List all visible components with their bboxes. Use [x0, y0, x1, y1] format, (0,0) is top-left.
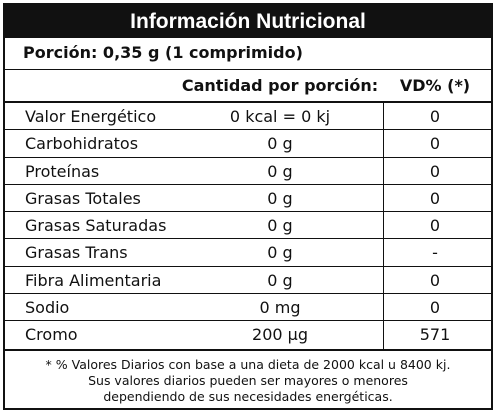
nutrient-daily-value: 0: [429, 216, 441, 236]
nutrient-daily-value: 0: [429, 107, 441, 126]
nutrient-daily-value: 0: [429, 188, 441, 208]
nutrient-amount: 0 g: [267, 270, 293, 290]
nutrient-name: Proteínas: [25, 161, 100, 181]
nutrient-amount: 0 g: [267, 161, 293, 181]
nutrient-name: Carbohidratos: [25, 134, 139, 154]
nutrient-name: Fibra Alimentaria: [25, 270, 162, 290]
nutrient-amount: 0 g: [267, 188, 293, 208]
nutrient-amount: 0 mg: [259, 298, 301, 318]
nutrient-name: Grasas Saturadas: [25, 216, 167, 236]
nutrient-name: Valor Energético: [25, 107, 157, 126]
nutrient-name: Grasas Totales: [25, 188, 141, 208]
column-separator: [383, 103, 384, 349]
divider-header: [5, 101, 491, 103]
nutrient-amount: 0 g: [267, 134, 293, 154]
nutrient-daily-value: 0: [429, 270, 441, 290]
nutrition-facts-panel: Información Nutricional Porción: 0,35 g …: [3, 3, 493, 410]
footnote-line: dependiendo de sus necesidades energétic…: [103, 389, 393, 404]
nutrient-daily-value: -: [432, 243, 438, 263]
nutrient-name: Sodio: [25, 298, 70, 318]
table-row: Fibra Alimentaria 0 g 0: [5, 267, 491, 295]
nutrient-daily-value: 571: [419, 325, 451, 345]
header-quantity: Cantidad por porción:: [181, 76, 379, 95]
table-header: Cantidad por porción: VD% (*): [5, 71, 491, 101]
footnote: * % Valores Diarios con base a una dieta…: [5, 357, 491, 405]
table-row: Valor Energético 0 kcal = 0 kj 0: [5, 103, 491, 131]
table-row: Carbohidratos 0 g 0: [5, 130, 491, 158]
panel-title: Información Nutricional: [5, 5, 491, 38]
nutrient-amount: 0 kcal = 0 kj: [229, 107, 331, 126]
table-row: Sodio 0 mg 0: [5, 294, 491, 322]
nutrient-table: Valor Energético 0 kcal = 0 kj 0 Carbohidra…: [5, 103, 491, 349]
nutrient-amount: 0 g: [267, 243, 293, 263]
table-row: Proteínas 0 g 0: [5, 158, 491, 185]
footnote-line: Sus valores diarios pueden ser mayores o…: [88, 373, 408, 388]
table-row: Cromo 200 µg 571: [5, 321, 491, 348]
divider-footnote: [5, 349, 491, 351]
nutrient-name: Grasas Trans: [25, 243, 128, 263]
nutrient-daily-value: 0: [429, 298, 441, 318]
nutrient-amount: 0 g: [267, 216, 293, 236]
nutrient-name: Cromo: [25, 325, 78, 345]
portion-size: Porción: 0,35 g (1 comprimido): [23, 43, 303, 62]
nutrient-daily-value: 0: [429, 134, 441, 154]
nutrient-amount: 200 µg: [252, 325, 308, 345]
footnote-line: * % Valores Diarios con base a una dieta…: [45, 357, 451, 372]
divider-portion: [5, 69, 491, 70]
nutrient-daily-value: 0: [429, 161, 441, 181]
table-row: Grasas Saturadas 0 g 0: [5, 212, 491, 240]
table-row: Grasas Totales 0 g 0: [5, 185, 491, 213]
table-row: Grasas Trans 0 g -: [5, 239, 491, 267]
header-daily-value: VD% (*): [399, 76, 471, 95]
